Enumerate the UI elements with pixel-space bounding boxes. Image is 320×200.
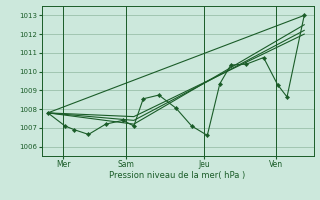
X-axis label: Pression niveau de la mer( hPa ): Pression niveau de la mer( hPa ) [109,171,246,180]
